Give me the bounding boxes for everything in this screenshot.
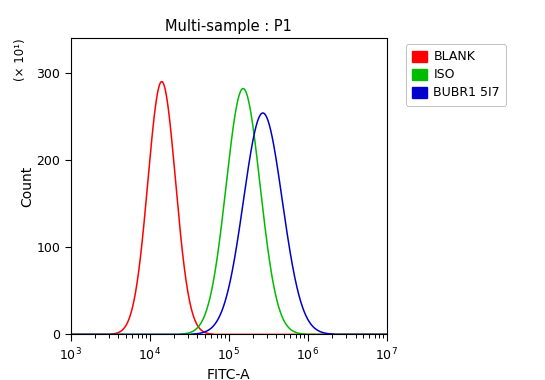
- Title: Multi-sample : P1: Multi-sample : P1: [166, 19, 292, 34]
- Legend: BLANK, ISO, BUBR1 5I7: BLANK, ISO, BUBR1 5I7: [406, 44, 506, 106]
- X-axis label: FITC-A: FITC-A: [207, 368, 251, 380]
- Text: (× 10¹): (× 10¹): [14, 38, 27, 81]
- Y-axis label: Count: Count: [20, 166, 34, 207]
